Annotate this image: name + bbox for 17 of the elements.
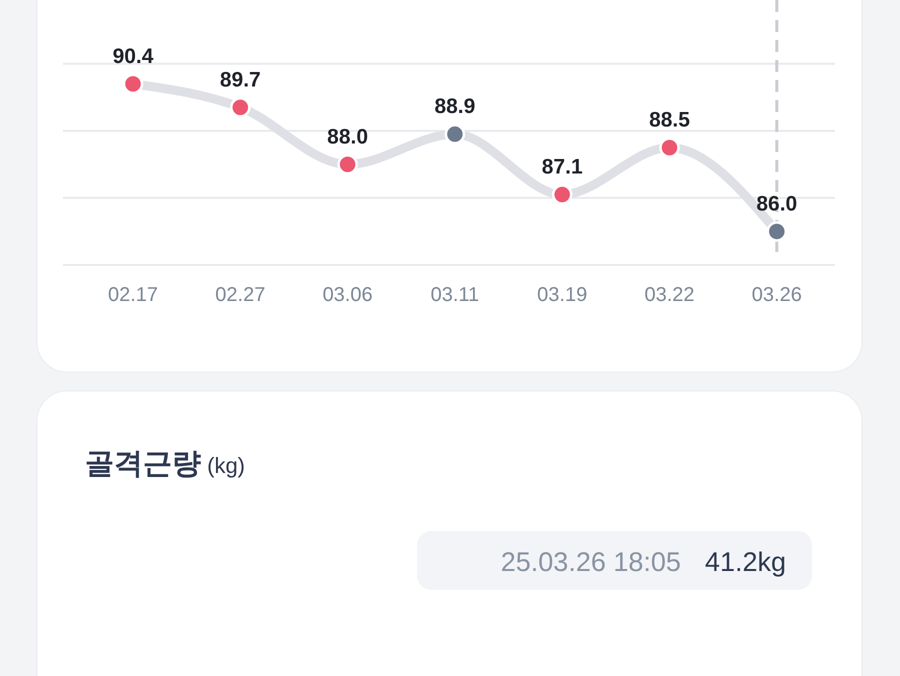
data-label: 88.0 [327, 125, 368, 148]
x-tick-label: 03.11 [430, 284, 480, 306]
data-label: 89.7 [220, 68, 261, 92]
x-tick-label: 02.27 [215, 284, 266, 306]
data-label: 87.1 [542, 156, 583, 179]
x-tick-label: 02.17 [108, 284, 158, 306]
x-tick-label: 03.22 [644, 284, 695, 306]
text: 41.2kg [704, 547, 786, 577]
data-label: 88.9 [434, 95, 476, 118]
data-label: 88.5 [649, 108, 690, 132]
x-tick-label: 03.06 [322, 284, 373, 306]
x-tick-label: 03.19 [537, 284, 588, 306]
text: 25.03.26 18:05 [500, 547, 681, 577]
data-label: 90.4 [112, 44, 154, 68]
x-tick-label: 03.26 [752, 284, 802, 306]
text: 골격근량 (kg) [85, 448, 245, 480]
data-label: 86.0 [756, 192, 798, 216]
